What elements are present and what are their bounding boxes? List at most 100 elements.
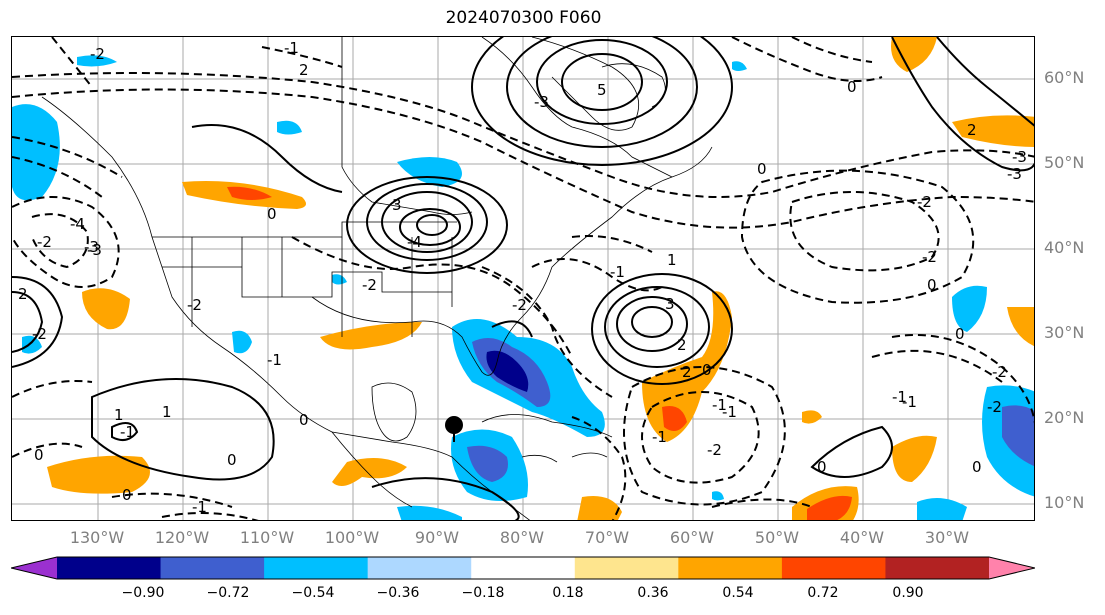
colorbar-segments xyxy=(11,557,1035,579)
colorbar-tick-label: 0.90 xyxy=(892,585,924,601)
contour-label: 0 xyxy=(702,361,712,379)
dashed-contours xyxy=(12,37,1034,520)
solid-contours xyxy=(12,37,1034,520)
lon-label: 60°W xyxy=(669,528,715,547)
contour-label: -3 xyxy=(1012,148,1027,166)
lat-label: 20°N xyxy=(1044,408,1085,427)
contour-label: -1 xyxy=(902,393,917,411)
colorbar-segment xyxy=(264,557,369,579)
contour-label: -3 xyxy=(1007,165,1022,183)
graticule xyxy=(12,37,1034,520)
negative-shading xyxy=(12,55,1034,520)
contour-label: -1 xyxy=(192,498,207,516)
contour-label: 0 xyxy=(299,411,309,429)
contour-label: -2 xyxy=(32,325,47,343)
lon-label: 70°W xyxy=(584,528,630,547)
lat-label: 30°N xyxy=(1044,323,1085,342)
colorbar-tick-label: −0.54 xyxy=(291,585,335,601)
contour-label: -2 xyxy=(922,248,937,266)
lat-label: 50°N xyxy=(1044,153,1085,172)
contour-label: 5 xyxy=(597,81,607,99)
contour-label: -1 xyxy=(652,428,667,446)
colorbar-tick-label: 0.54 xyxy=(722,585,754,601)
contour-label: 0 xyxy=(34,446,44,464)
contour-label: 0 xyxy=(972,458,982,476)
contour-label: -2 xyxy=(707,441,722,459)
lon-label: 100°W xyxy=(324,528,380,547)
colorbar-segment xyxy=(57,557,162,579)
contour-label: 2 xyxy=(299,61,309,79)
contour-label: -3 xyxy=(87,241,102,259)
lon-label: 120°W xyxy=(154,528,210,547)
colorbar-extend-low xyxy=(11,557,57,579)
contour-label: 0 xyxy=(817,458,827,476)
contour-label: 1 xyxy=(114,406,124,424)
lat-label: 60°N xyxy=(1044,68,1085,87)
contour-label: 2 xyxy=(682,363,692,381)
contour-label: -1 xyxy=(610,263,625,281)
lat-label: 40°N xyxy=(1044,238,1085,257)
contour-labels: -2 -1 2 -3 5 3 -4 -3 2 0 -1 -2 -2 2 0 -2… xyxy=(18,39,1027,516)
lon-label: 40°W xyxy=(839,528,885,547)
contour-label: 3 xyxy=(392,196,402,214)
contour-label: -1 xyxy=(712,396,727,414)
contour-label: -3 xyxy=(534,93,549,111)
contour-label: -2 xyxy=(992,363,1007,381)
map-canvas: -2 -1 2 -3 5 3 -4 -3 2 0 -1 -2 -2 2 0 -2… xyxy=(12,37,1034,520)
colorbar-outline xyxy=(11,556,1035,580)
lon-label: 130°W xyxy=(69,528,125,547)
contour-label: 0 xyxy=(227,451,237,469)
contour-label: 0 xyxy=(955,325,965,343)
contour-label: 1 xyxy=(667,251,677,269)
contour-label: 0 xyxy=(927,276,937,294)
contour-label: -2 xyxy=(917,193,932,211)
colorbar-segment xyxy=(678,557,783,579)
lon-label: 90°W xyxy=(414,528,460,547)
colorbar-segment xyxy=(574,557,679,579)
colorbar-segment xyxy=(367,557,472,579)
colorbar-segment xyxy=(471,557,576,579)
lon-label: 80°W xyxy=(499,528,545,547)
colorbar-tick-label: −0.18 xyxy=(461,585,505,601)
colorbar-extend-high xyxy=(989,557,1035,579)
contour-label: -1 xyxy=(120,423,135,441)
contour-label: -1 xyxy=(267,351,282,369)
contour-label: 2 xyxy=(18,285,28,303)
contour-label: -2 xyxy=(90,45,105,63)
colorbar-tick-label: −0.36 xyxy=(376,585,420,601)
colorbar-segment xyxy=(885,557,990,579)
contour-label: 0 xyxy=(267,205,277,223)
figure-title: 2024070300 F060 xyxy=(445,8,602,28)
contour-label: 0 xyxy=(757,160,767,178)
colorbar-segment xyxy=(781,557,886,579)
contour-label: -2 xyxy=(37,233,52,251)
contour-label: -1 xyxy=(722,403,737,421)
contour-label: -2 xyxy=(362,276,377,294)
contour-label: 0 xyxy=(122,486,132,504)
contour-label: 2 xyxy=(677,336,687,354)
contour-label: -2 xyxy=(512,296,527,314)
lon-label: 50°W xyxy=(754,528,800,547)
colorbar-tick-label: 0.72 xyxy=(807,585,839,601)
contour-label: 2 xyxy=(967,121,977,139)
colorbar-tick-label: 0.36 xyxy=(637,585,669,601)
contour-label: 0 xyxy=(847,78,857,96)
lon-label: 110°W xyxy=(239,528,295,547)
contour-label: -1 xyxy=(892,388,907,406)
contour-label: -4 xyxy=(70,215,85,233)
lon-label: 30°W xyxy=(924,528,970,547)
contour-label: -3 xyxy=(84,238,99,256)
contour-label: -2 xyxy=(987,398,1002,416)
contour-label: -1 xyxy=(284,39,299,57)
contour-label: 3 xyxy=(665,295,675,313)
colorbar-tick-label: −0.72 xyxy=(206,585,250,601)
contour-label: 1 xyxy=(162,403,172,421)
positive-shading xyxy=(47,37,1034,520)
colorbar-tick-label: −0.90 xyxy=(121,585,165,601)
contour-label: -2 xyxy=(187,296,202,314)
colorbar xyxy=(11,556,1035,580)
map-panel: -2 -1 2 -3 5 3 -4 -3 2 0 -1 -2 -2 2 0 -2… xyxy=(11,36,1035,521)
contour-label: -4 xyxy=(407,233,422,251)
lat-label: 10°N xyxy=(1044,493,1085,512)
colorbar-tick-label: 0.18 xyxy=(552,585,584,601)
